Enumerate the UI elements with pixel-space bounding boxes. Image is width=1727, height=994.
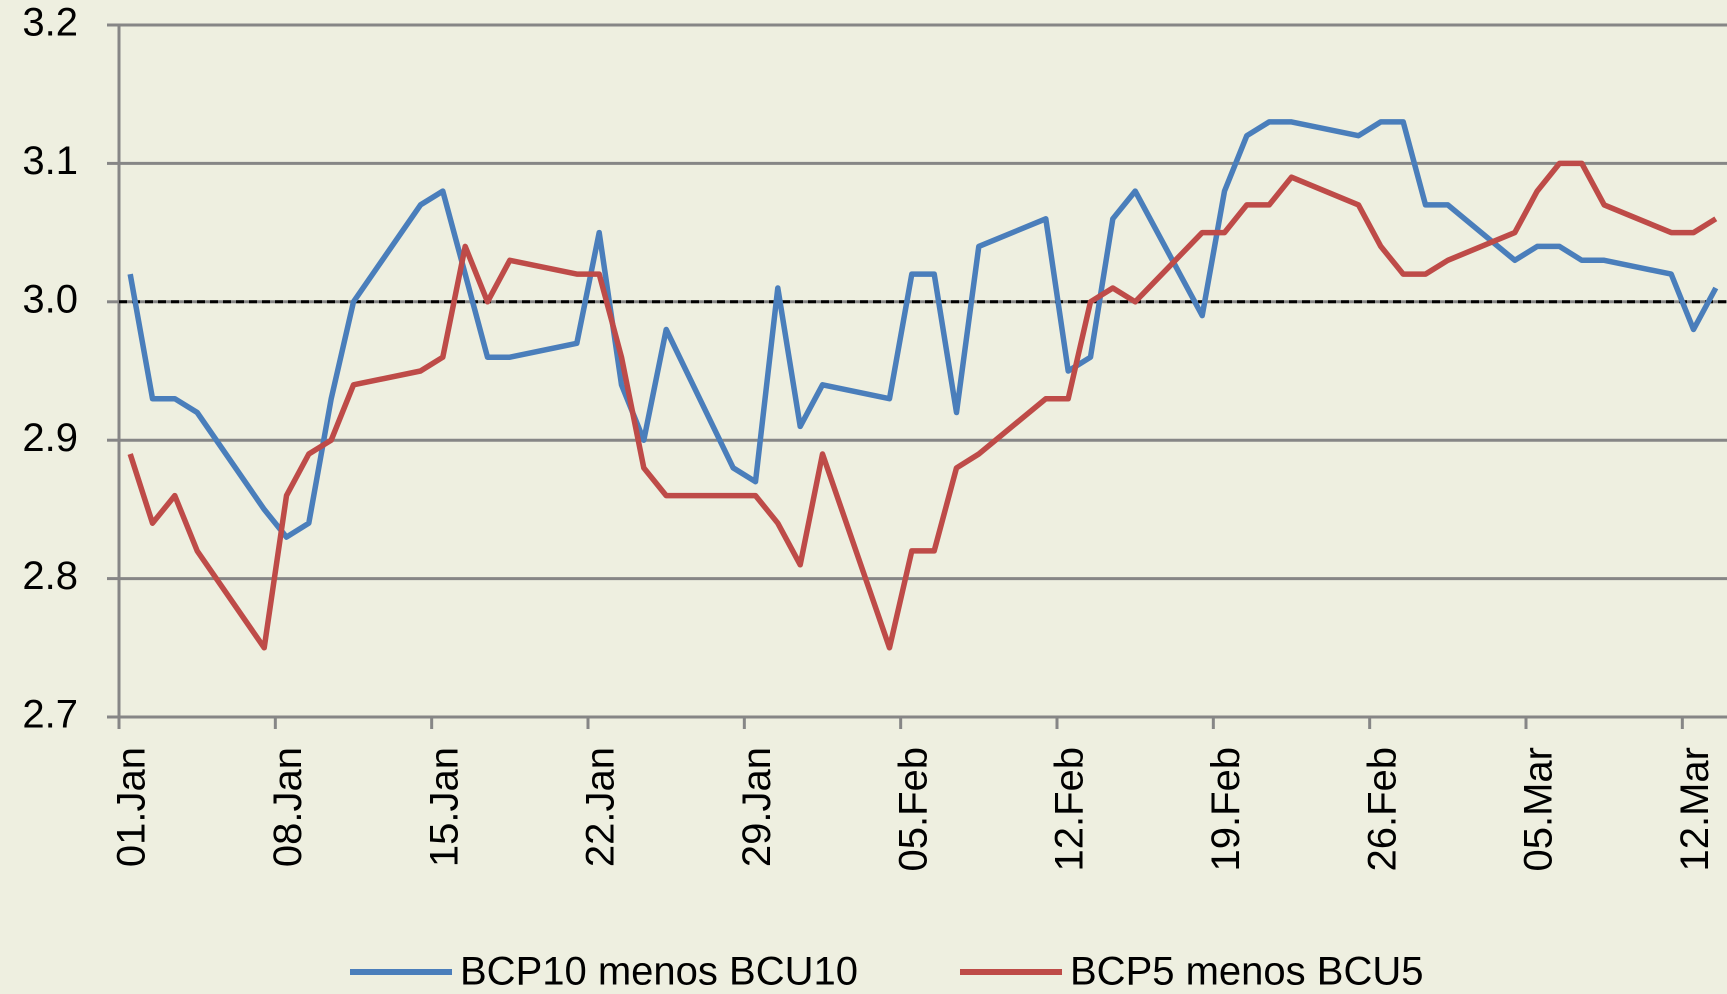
x-tick-label: 19.Feb (1204, 747, 1248, 872)
y-tick-label: 3.1 (22, 139, 78, 183)
x-tick-label: 12.Mar (1673, 747, 1717, 872)
y-tick-label: 3.2 (22, 1, 78, 45)
x-tick-label: 22.Jan (579, 747, 623, 867)
y-tick-label: 3.0 (22, 277, 78, 321)
x-tick-label: 29.Jan (735, 747, 779, 867)
legend-label: BCP5 menos BCU5 (1070, 950, 1423, 994)
y-tick-label: 2.7 (22, 693, 78, 737)
legend-label: BCP10 menos BCU10 (460, 950, 858, 994)
x-tick-label: 12.Feb (1048, 747, 1092, 872)
y-tick-label: 2.9 (22, 416, 78, 460)
x-tick-label: 01.Jan (110, 747, 154, 867)
x-tick-label: 05.Feb (891, 747, 935, 872)
x-tick-label: 26.Feb (1360, 747, 1404, 872)
x-tick-label: 15.Jan (422, 747, 466, 867)
data-line (127, 160, 1718, 651)
x-tick-label: 08.Jan (266, 747, 310, 867)
data-line (127, 119, 1719, 540)
x-tick-label: 05.Mar (1517, 747, 1561, 872)
y-tick-label: 2.8 (22, 554, 78, 598)
